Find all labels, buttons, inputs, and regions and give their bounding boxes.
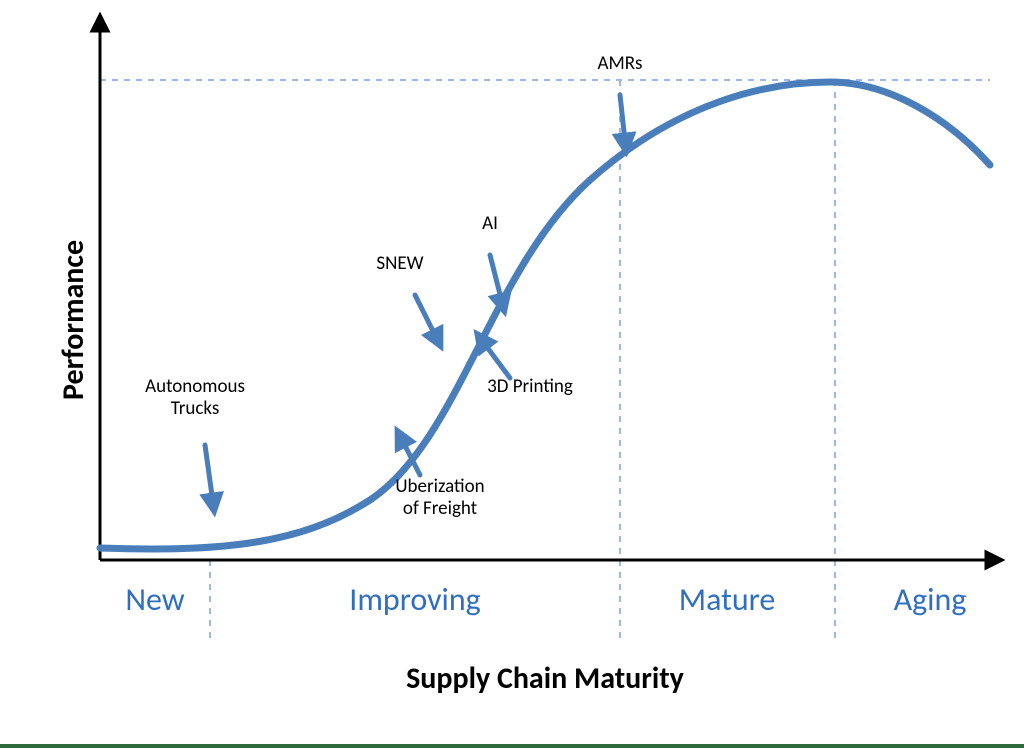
maturity-s-curve-chart: Performance Supply Chain Maturity New Imp… (0, 0, 1024, 748)
annotation-label: Uberization of Freight (350, 476, 530, 520)
x-axis-label: Supply Chain Maturity (100, 660, 990, 697)
axes-layer (100, 22, 995, 560)
phase-label: Mature (627, 580, 827, 619)
annotation-label: 3D Printing (440, 376, 620, 398)
chart-svg (0, 0, 1024, 748)
annotation-label: AMRs (530, 53, 710, 75)
phase-label: Aging (830, 580, 1024, 619)
curve-layer (100, 82, 990, 549)
y-axis-label: Performance (55, 240, 92, 400)
annotation-arrows (205, 95, 626, 510)
annotation-label: AI (400, 213, 580, 235)
annotation-label: Autonomous Trucks (105, 376, 285, 420)
grid-layer (100, 80, 990, 640)
bottom-accent-rule (0, 744, 1024, 748)
phase-label: Improving (315, 580, 515, 619)
phase-label: New (55, 580, 255, 619)
annotation-label: SNEW (310, 253, 490, 275)
